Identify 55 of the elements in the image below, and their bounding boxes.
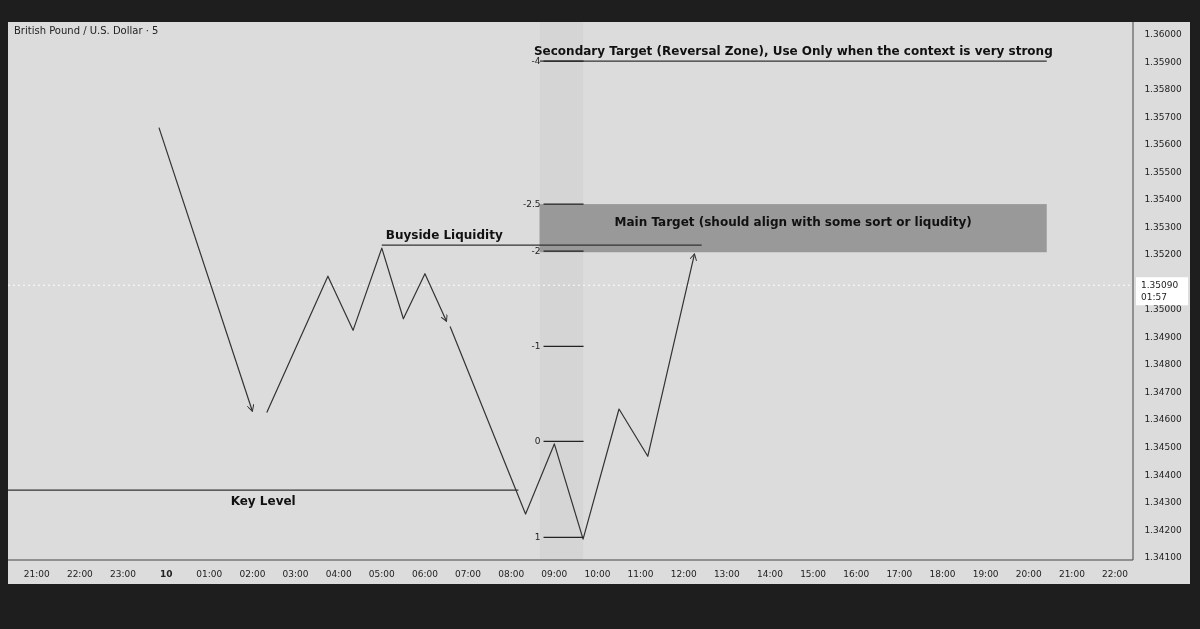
y-tick-label: 1.35500 xyxy=(1144,166,1182,177)
x-tick-label: 07:00 xyxy=(455,568,482,579)
annotation: 1 xyxy=(534,531,541,542)
x-tick-label: 05:00 xyxy=(368,568,396,579)
annotation: -2.5 xyxy=(522,198,541,209)
y-tick-label: 1.35300 xyxy=(1144,221,1182,232)
y-tick-label: 1.34800 xyxy=(1144,359,1182,370)
x-tick-label: 03:00 xyxy=(282,568,309,579)
x-tick-label: 01:00 xyxy=(196,568,223,579)
x-tick-label: 10 xyxy=(159,568,173,579)
annotation: -1 xyxy=(531,340,541,351)
x-tick-label: 22:00 xyxy=(66,568,94,579)
x-tick-label: 04:00 xyxy=(325,568,352,579)
x-tick-label: 11:00 xyxy=(627,568,654,579)
x-tick-label: 23:00 xyxy=(110,568,137,579)
band-label: Main Target (should align with some sort or liqudity) xyxy=(614,214,972,229)
y-tick-label: 1.34100 xyxy=(1144,552,1182,563)
x-tick-label: 12:00 xyxy=(670,568,697,579)
x-tick-label: 02:00 xyxy=(239,568,266,579)
x-tick-label: 22:00 xyxy=(1102,568,1129,579)
y-tick-label: 1.35900 xyxy=(1144,56,1182,67)
y-tick-label: 1.35000 xyxy=(1144,304,1182,315)
x-tick-label: 20:00 xyxy=(1015,568,1043,579)
x-tick-label: 15:00 xyxy=(800,568,827,579)
x-tick-label: 16:00 xyxy=(843,568,870,579)
x-tick-label: 10:00 xyxy=(584,568,611,579)
y-tick-label: 1.34700 xyxy=(1144,386,1182,397)
chart-title: British Pound / U.S. Dollar · 5 xyxy=(14,25,159,36)
ref-line-label: 1.35090 01:57 xyxy=(1141,279,1179,302)
series-label: Key Level xyxy=(230,494,296,509)
x-tick-label: 06:00 xyxy=(411,568,439,579)
x-tick-label: 09:00 xyxy=(541,568,568,579)
x-tick-label: 18:00 xyxy=(929,568,956,579)
x-tick-label: 19:00 xyxy=(972,568,999,579)
x-tick-label: 13:00 xyxy=(713,568,741,579)
y-tick-label: 1.36000 xyxy=(1144,29,1182,40)
y-tick-label: 1.35800 xyxy=(1144,84,1182,95)
x-tick-label: 21:00 xyxy=(23,568,50,579)
y-tick-label: 1.35400 xyxy=(1144,194,1182,205)
y-tick-label: 1.34900 xyxy=(1144,331,1182,342)
y-tick-label: 1.34400 xyxy=(1144,469,1182,480)
x-tick-label: 21:00 xyxy=(1058,568,1086,579)
series-label: Buyside Liquidity xyxy=(385,228,503,243)
y-tick-label: 1.34500 xyxy=(1144,442,1182,452)
y-tick-label: 1.35700 xyxy=(1144,111,1182,122)
x-tick-label: 08:00 xyxy=(498,568,525,579)
y-tick-label: 1.35200 xyxy=(1144,249,1182,260)
y-tick-label: 1.34200 xyxy=(1144,524,1182,535)
annotation: 0 xyxy=(534,435,541,446)
x-tick-label: 17:00 xyxy=(886,568,913,579)
x-tick-label: 14:00 xyxy=(757,568,784,579)
y-tick-label: 1.34300 xyxy=(1144,497,1182,508)
y-tick-label: 1.34600 xyxy=(1144,414,1182,425)
annotation: -2 xyxy=(531,245,541,256)
y-tick-label: 1.35600 xyxy=(1144,139,1182,150)
